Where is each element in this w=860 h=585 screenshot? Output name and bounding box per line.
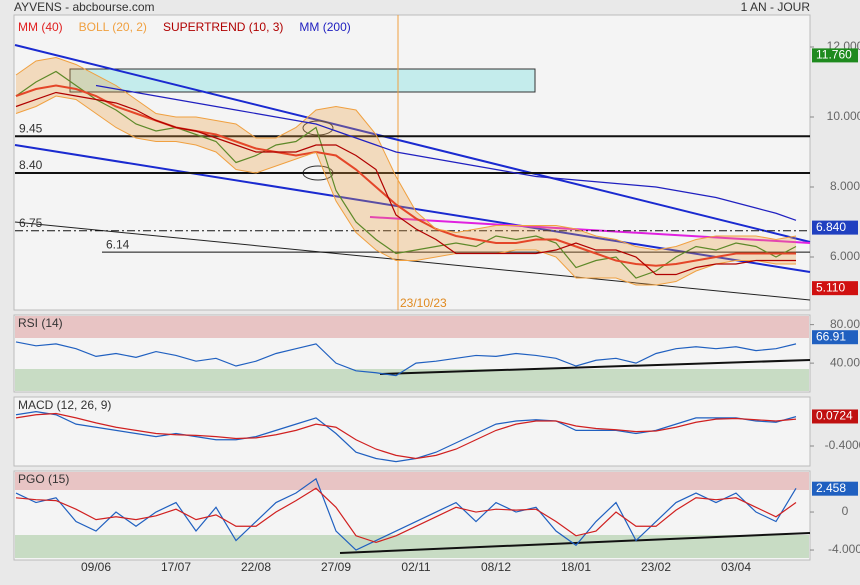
value-tag-label: 2.458 xyxy=(816,481,846,495)
x-tick-label: 09/06 xyxy=(81,560,111,574)
value-tag xyxy=(812,409,858,424)
macd-panel xyxy=(13,396,811,467)
boll-band xyxy=(16,57,796,286)
value-tag-label: 11.760 xyxy=(816,48,852,62)
level-label: 6.14 xyxy=(106,237,130,251)
overbought-zone xyxy=(15,316,809,338)
level-label: 6.75 xyxy=(19,216,43,230)
series-line xyxy=(15,84,796,267)
trend-line xyxy=(14,44,811,243)
trend-line xyxy=(369,216,811,244)
series-line xyxy=(15,477,797,551)
series-line xyxy=(15,487,797,544)
legend-entry: MM (200) xyxy=(299,20,350,34)
value-tag-label: 6.840 xyxy=(816,220,846,234)
x-tick-label: 18/01 xyxy=(561,560,591,574)
series-line xyxy=(15,412,797,460)
x-tick-label: 22/08 xyxy=(241,560,271,574)
x-tick-label: 02/11 xyxy=(401,560,430,574)
trend-line xyxy=(14,144,811,273)
y-tick-label: 10.000 xyxy=(827,109,860,123)
value-tag-label: 66.91 xyxy=(816,329,846,343)
oversold-zone xyxy=(15,369,809,391)
legend-entry: SUPERTREND (10, 3) xyxy=(163,20,283,34)
value-tag xyxy=(812,481,858,496)
chart-title: AYVENS - abcbourse.com xyxy=(14,0,155,14)
series-line xyxy=(15,341,797,377)
trend-line xyxy=(379,359,811,375)
x-tick-label: 03/04 xyxy=(721,560,751,574)
y-tick-label: -0.4000 xyxy=(825,438,860,452)
series-line xyxy=(15,411,797,463)
value-tag xyxy=(812,48,858,63)
legend-entry: MM (40) xyxy=(18,20,63,34)
value-tag xyxy=(812,281,858,296)
x-tick-label: 17/07 xyxy=(161,560,191,574)
panel-title: PGO (15) xyxy=(18,472,69,486)
period: 1 AN - JOUR xyxy=(741,0,811,14)
y-tick-label: 80.00 xyxy=(830,317,860,331)
x-tick-label: 23/02 xyxy=(641,560,671,574)
level-label: 9.45 xyxy=(19,121,43,135)
overbought-zone xyxy=(15,472,809,490)
zone-box xyxy=(69,68,536,93)
value-tag-label: 5.110 xyxy=(816,280,845,294)
series-line xyxy=(95,84,797,221)
panel-title: MACD (12, 26, 9) xyxy=(18,398,111,412)
y-tick-label: -4.000 xyxy=(828,542,860,556)
panel-title: RSI (14) xyxy=(18,316,63,330)
x-tick-label: 27/09 xyxy=(321,560,351,574)
boll-lower xyxy=(15,95,796,286)
value-tag-label: 0.0724 xyxy=(816,409,853,423)
trend-line xyxy=(339,532,811,554)
y-tick-label: 6.000 xyxy=(830,249,860,263)
y-tick-label: 0 xyxy=(842,504,849,518)
level-label: 8.40 xyxy=(19,158,43,172)
value-tag xyxy=(812,330,858,345)
y-tick-label: 40.00 xyxy=(830,355,860,369)
date-annotation: 23/10/23 xyxy=(400,296,447,310)
series-line xyxy=(15,91,796,276)
boll-upper xyxy=(15,56,797,251)
value-tag xyxy=(812,220,858,235)
x-tick-label: 08/12 xyxy=(481,560,511,574)
legend-entry: BOLL (20, 2) xyxy=(79,20,147,34)
y-tick-label: 8.000 xyxy=(830,179,860,193)
